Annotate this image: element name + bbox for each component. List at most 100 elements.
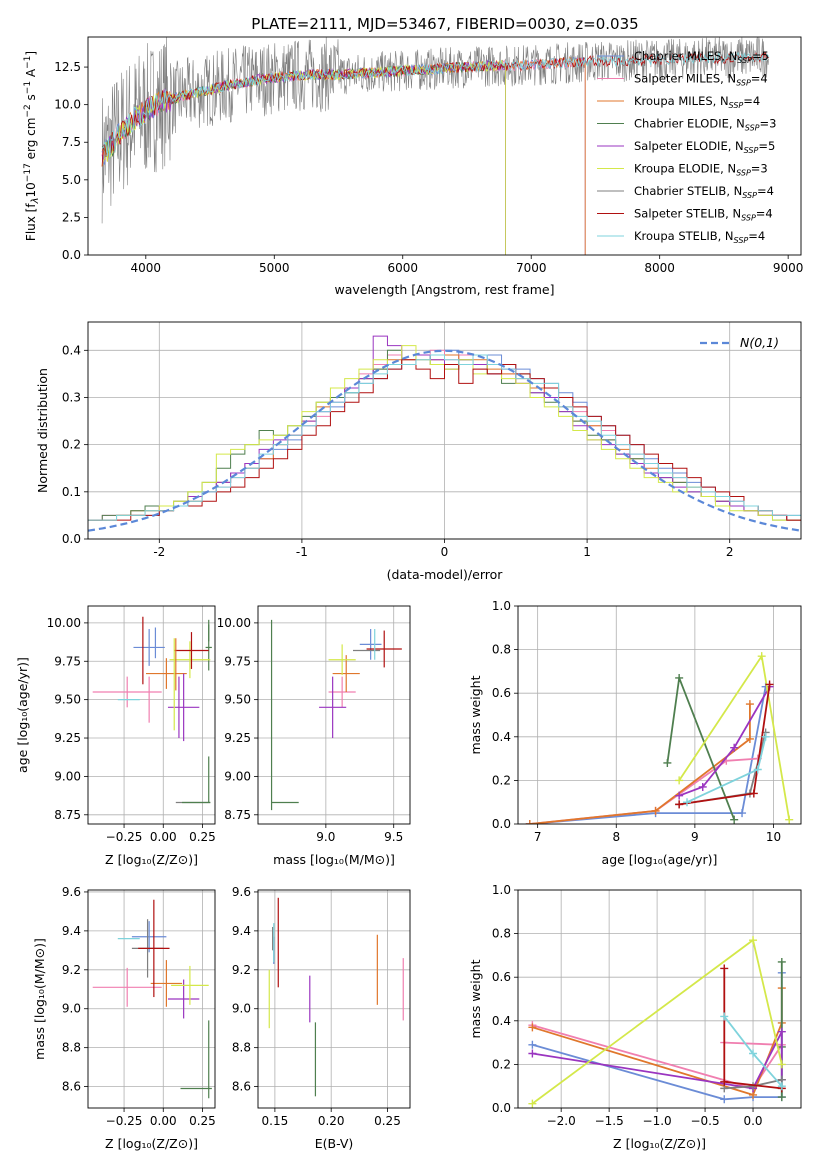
- weight-marker: [785, 815, 794, 824]
- x-tick-label: 7000: [516, 261, 547, 275]
- y-tick-label: 9.0: [62, 1002, 81, 1016]
- weight-marker: [675, 673, 684, 682]
- gaussian-curve: [88, 349, 801, 532]
- legend-sub: SSP: [745, 124, 760, 133]
- legend-value: =4: [757, 184, 774, 198]
- age_vs_Z-points: [92, 616, 212, 804]
- legend-value: =4: [751, 72, 768, 86]
- legend-label: Kroupa STELIB, NSSP=4: [634, 229, 765, 245]
- spectrum-xlabel: wavelength [Angstrom, rest frame]: [334, 282, 554, 297]
- legend-sub: SSP: [741, 214, 756, 223]
- hist-step-line: [88, 359, 801, 521]
- y-tick-label: 9.2: [62, 963, 81, 977]
- legend-label: Chabrier MILES, NSSP=5: [634, 49, 769, 65]
- x-tick-label: 6000: [387, 261, 418, 275]
- weight-marker: [738, 809, 747, 818]
- y-tick-label: 9.75: [224, 654, 251, 668]
- y-tick-label: 8.6: [62, 1080, 81, 1094]
- weight-marker: [675, 800, 684, 809]
- x-tick-label: −0.5: [690, 1114, 719, 1128]
- spectrum-axes: 4000 5000 6000 7000 8000 9000 0.0 2.5 5.0 7.5 10.0…: [54, 60, 803, 275]
- x-tick-label: 9000: [773, 261, 804, 275]
- x-tick-label: 10: [766, 830, 781, 844]
- ylabel-part: s: [24, 94, 38, 104]
- ylabel-sup: −2: [23, 104, 33, 117]
- y-tick-label: 0.0: [492, 1101, 511, 1115]
- weight-line: [679, 684, 771, 806]
- x-tick-label: 0.25: [189, 1114, 216, 1128]
- y-tick-label: 0.4: [492, 1014, 511, 1028]
- legend-value: =3: [760, 117, 777, 131]
- y-tick-label: 0.1: [62, 485, 81, 499]
- mass_weight_vs_Z-xlabel: Z [log₁₀(Z/Z⊙)]: [613, 1136, 706, 1151]
- y-tick-label: 0.0: [62, 248, 81, 262]
- age_vs_Z-xlabel: Z [log₁₀(Z/Z⊙)]: [105, 852, 198, 867]
- legend-sub: SSP: [736, 79, 751, 88]
- y-tick-label: 0.8: [492, 643, 511, 657]
- weight-marker: [777, 1027, 786, 1036]
- weight-marker: [777, 1060, 786, 1069]
- mass_vs_Z-frame: [87, 889, 216, 1109]
- ylabel-sub: λ: [30, 197, 41, 204]
- y-tick-label: 9.00: [224, 769, 251, 783]
- weight-marker: [765, 680, 774, 689]
- y-tick-label: 9.25: [224, 731, 251, 745]
- mass_weight_vs_Z-ylabel: mass weight: [468, 959, 483, 1038]
- weight-marker: [761, 732, 770, 741]
- weight-marker: [749, 789, 758, 798]
- x-tick-label: 5000: [259, 261, 290, 275]
- weight-marker: [683, 798, 692, 807]
- legend-label: Chabrier ELODIE, NSSP=3: [634, 117, 776, 133]
- y-tick-label: 0.0: [492, 817, 511, 831]
- age_vs_mass-frame: [257, 605, 411, 825]
- ylabel-part: A: [24, 68, 38, 81]
- x-tick-label: 9.5: [384, 830, 403, 844]
- legend-label: Salpeter MILES, NSSP=4: [634, 72, 768, 88]
- legend-label: Kroupa MILES, NSSP=4: [634, 94, 760, 110]
- weight-line: [532, 1024, 784, 1090]
- legend-label: Salpeter STELIB, NSSP=4: [634, 207, 773, 223]
- weight-marker: [663, 758, 672, 767]
- residuals-axes: -2 -1 0 1 2 0.0 0.1 0.2 0.3 0.4: [62, 322, 801, 559]
- ylabel-part: 10: [24, 182, 38, 197]
- age_vs_mass-axes: 9.0 9.5 8.75 9.00 9.25 9.50 9.75 10.00: [217, 606, 410, 844]
- y-tick-label: 8.75: [54, 808, 81, 822]
- x-tick-label: 0.00: [150, 1114, 177, 1128]
- x-tick-label: 4000: [131, 261, 162, 275]
- weight-marker: [757, 652, 766, 661]
- weight-marker: [525, 820, 534, 824]
- weight-marker: [745, 700, 754, 709]
- weight-marker: [720, 1012, 729, 1021]
- x-tick-label: 0.25: [374, 1114, 401, 1128]
- age_vs_Z-frame: [87, 605, 216, 825]
- age_vs_Z-axes: −0.25 0.00 0.25 8.75 9.00 9.25 9.50 9.75 10.00: [47, 606, 216, 844]
- weight-marker: [749, 936, 758, 945]
- figure-title: PLATE=2111, MJD=53467, FIBERID=0030, z=0…: [251, 15, 638, 33]
- y-tick-label: 9.6: [62, 885, 81, 899]
- legend-value: =4: [743, 94, 760, 108]
- legend-value: =5: [752, 49, 769, 63]
- mass_weight_vs_age-ylabel: mass weight: [468, 675, 483, 754]
- weight-marker: [651, 806, 660, 815]
- mass_weight_vs_Z-lines: [528, 936, 786, 1108]
- x-tick-label: -1: [296, 545, 308, 559]
- y-tick-label: 0.3: [62, 390, 81, 404]
- legend-sub: SSP: [744, 146, 759, 155]
- x-tick-label: 0.00: [150, 830, 177, 844]
- x-tick-label: −2.0: [547, 1114, 576, 1128]
- legend-sub: SSP: [736, 169, 751, 178]
- y-tick-label: 8.8: [232, 1041, 251, 1055]
- spectrum-lines: [101, 37, 770, 255]
- weight-line: [529, 686, 767, 824]
- legend-label: Chabrier STELIB, NSSP=4: [634, 184, 774, 200]
- mass_weight_vs_Z-axes: −2.0 −1.5 −1.0 −0.5 0.0 0.0 0.2 0.4 0.6 0.8 1.0: [492, 883, 801, 1128]
- weight-marker: [675, 791, 684, 800]
- weight-marker: [698, 782, 707, 791]
- y-tick-label: 9.50: [54, 693, 81, 707]
- weight-marker: [528, 1099, 537, 1108]
- weight-marker: [675, 776, 684, 785]
- spectrum-data-line: [101, 37, 769, 224]
- legend-sub: SSP: [742, 191, 757, 200]
- mass_vs_EBV-axes: 0.15 0.20 0.25 8.6 8.8 9.0 9.2 9.4 9.6: [232, 885, 410, 1128]
- y-tick-label: 8.75: [224, 808, 251, 822]
